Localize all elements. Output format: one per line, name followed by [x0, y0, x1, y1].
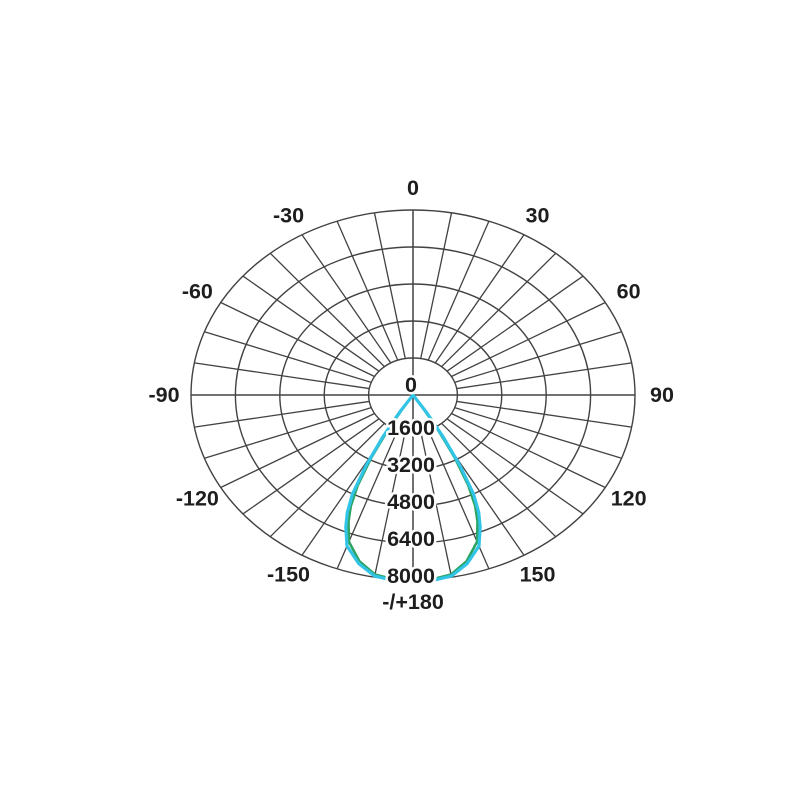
radial-tick-label: 6400 — [387, 527, 435, 551]
angular-label: 0 — [407, 176, 419, 200]
grid-spoke — [427, 429, 490, 570]
grid-spoke — [220, 301, 375, 378]
angular-label: -150 — [267, 562, 310, 586]
angular-label: -90 — [148, 383, 179, 407]
grid-spoke — [269, 252, 385, 368]
grid-spoke — [194, 400, 370, 428]
angular-label: 120 — [611, 487, 647, 511]
radial-tick-label: 0 — [405, 373, 417, 397]
grid-spoke — [451, 301, 606, 378]
grid-spoke — [194, 362, 370, 390]
grid-spoke — [269, 422, 385, 538]
angular-label: -60 — [182, 280, 213, 304]
angular-label: -30 — [273, 204, 304, 228]
grid-spoke — [446, 275, 584, 372]
grid-spoke — [456, 400, 632, 428]
grid-spoke — [373, 431, 406, 578]
grid-spoke — [451, 412, 606, 489]
angular-label: -120 — [176, 487, 219, 511]
grid-spoke — [373, 212, 406, 359]
grid-spoke — [204, 407, 372, 459]
grid-spoke — [434, 234, 525, 364]
grid-spoke — [427, 220, 490, 361]
radial-tick-label: 4800 — [387, 490, 435, 514]
grid-spoke — [441, 252, 557, 368]
grid-spoke — [446, 418, 584, 515]
grid-spoke — [454, 331, 622, 383]
angular-label: 30 — [526, 204, 550, 228]
radial-tick-label: 3200 — [387, 453, 435, 477]
angular-label: 60 — [617, 280, 641, 304]
grid-spoke — [456, 362, 632, 390]
grid-spoke — [204, 331, 372, 383]
radial-tick-label: 8000 — [387, 564, 435, 588]
grid-spoke — [420, 431, 453, 578]
grid-spoke — [242, 275, 380, 372]
grid-spoke — [336, 220, 399, 361]
series-cyan-curve — [344, 393, 482, 583]
angular-label: -/+180 — [382, 590, 444, 614]
grid-spoke — [420, 212, 453, 359]
grid-spoke — [454, 407, 622, 459]
grid-spoke — [220, 412, 375, 489]
angular-label: 150 — [520, 562, 556, 586]
angular-label: 90 — [650, 383, 674, 407]
radial-tick-label: 1600 — [387, 416, 435, 440]
grid-spoke — [301, 234, 392, 364]
grid-spoke — [441, 422, 557, 538]
grid-spoke — [242, 418, 380, 515]
